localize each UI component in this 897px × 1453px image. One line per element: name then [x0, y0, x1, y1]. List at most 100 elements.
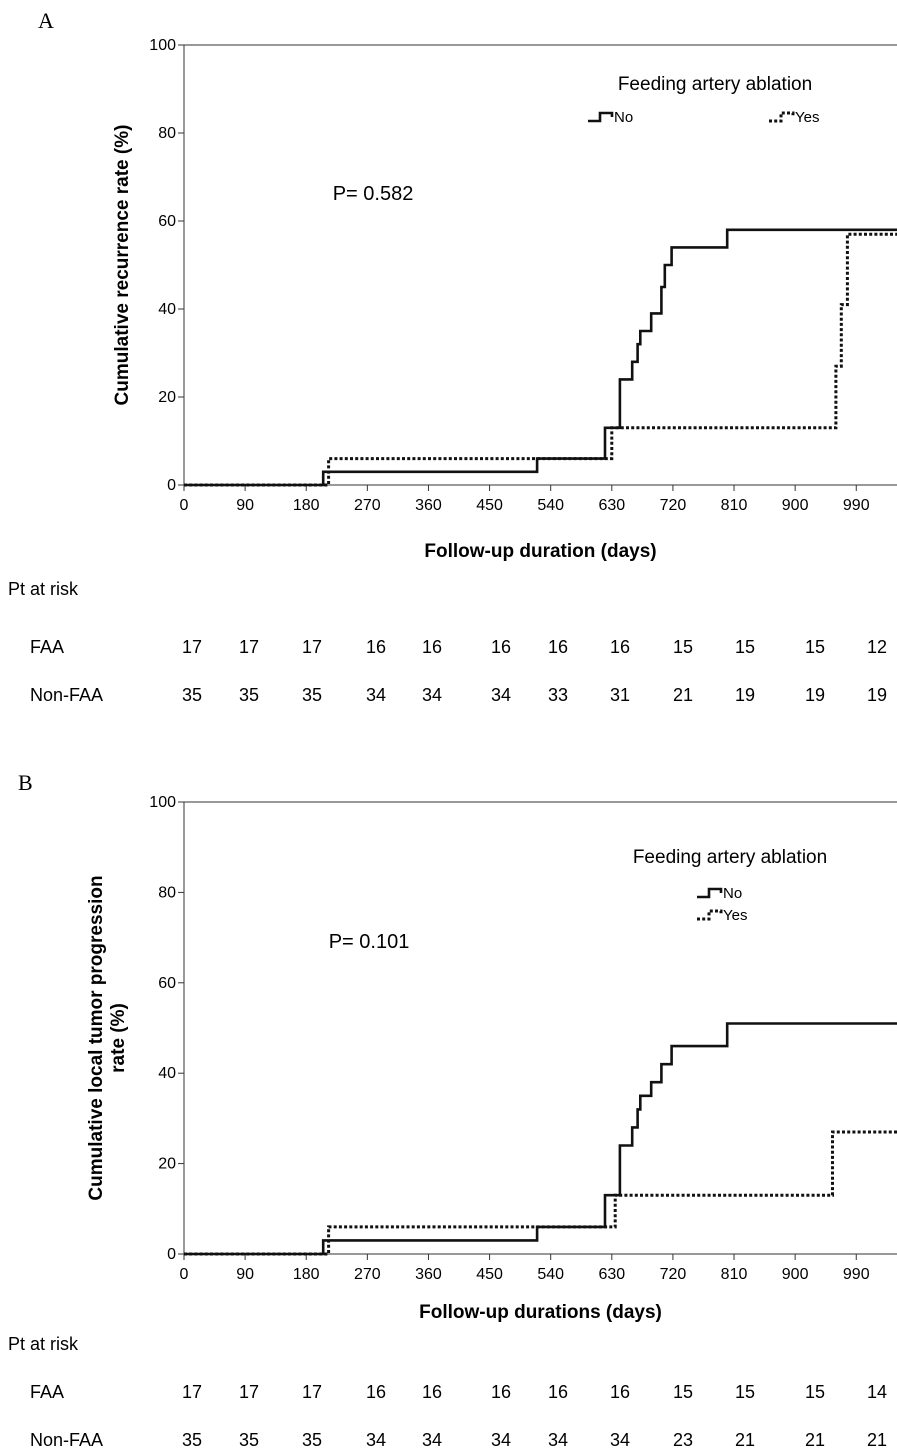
- y-tick-label: 100: [149, 794, 176, 811]
- y-axis-title: Cumulative recurrence rate (%): [112, 125, 133, 406]
- risk-value: 12: [867, 637, 887, 657]
- risk-value: 16: [610, 637, 630, 657]
- risk-value: 35: [239, 685, 259, 705]
- legend-symbol-no: [588, 111, 614, 123]
- risk-value: 19: [735, 685, 755, 705]
- risk-value: 23: [673, 1430, 693, 1450]
- x-tick-label: 720: [660, 1266, 687, 1283]
- risk-value: 34: [548, 1430, 568, 1450]
- x-tick-label: 990: [843, 497, 870, 514]
- legend-symbol-yes: [697, 909, 723, 921]
- x-tick-label: 900: [782, 497, 809, 514]
- legend-label-no: No: [614, 109, 633, 126]
- y-tick-label: 80: [158, 884, 176, 901]
- series-line-yes: [184, 232, 897, 487]
- risk-value: 16: [422, 1382, 442, 1402]
- panel-letter: B: [18, 770, 33, 795]
- x-tick-label: 270: [354, 497, 381, 514]
- risk-value: 34: [422, 1430, 442, 1450]
- risk-value: 17: [182, 1382, 202, 1402]
- risk-value: 21: [805, 1430, 825, 1450]
- risk-value: 34: [491, 685, 511, 705]
- series-line-no: [184, 228, 897, 487]
- risk-row-label: FAA: [30, 1382, 64, 1402]
- risk-row-label: Non-FAA: [30, 1430, 103, 1450]
- risk-value: 15: [673, 1382, 693, 1402]
- risk-value: 34: [610, 1430, 630, 1450]
- risk-row-label: Non-FAA: [30, 685, 103, 705]
- x-tick-label: 360: [415, 497, 442, 514]
- x-tick-label: 270: [354, 1266, 381, 1283]
- y-tick-label: 0: [167, 1246, 176, 1263]
- y-tick-label: 100: [149, 37, 176, 54]
- y-axis-title: Cumulative local tumor progressionrate (…: [86, 875, 129, 1200]
- risk-value: 16: [491, 637, 511, 657]
- risk-value: 17: [239, 1382, 259, 1402]
- x-tick-label: 810: [721, 497, 748, 514]
- x-tick-label: 0: [180, 497, 189, 514]
- risk-value: 21: [867, 1430, 887, 1450]
- y-tick-label: 40: [158, 1065, 176, 1082]
- x-tick-label: 540: [537, 1266, 564, 1283]
- risk-table-title: Pt at risk: [8, 579, 79, 599]
- risk-value: 35: [302, 1430, 322, 1450]
- series-line-no: [184, 1022, 897, 1256]
- risk-value: 16: [366, 1382, 386, 1402]
- x-tick-label: 180: [293, 497, 320, 514]
- risk-value: 16: [610, 1382, 630, 1402]
- risk-value: 33: [548, 685, 568, 705]
- risk-value: 15: [673, 637, 693, 657]
- y-axis-title-line: rate (%): [108, 1003, 129, 1073]
- y-tick-label: 60: [158, 213, 176, 230]
- risk-value: 15: [735, 637, 755, 657]
- x-axis-title: Follow-up duration (days): [424, 541, 656, 562]
- risk-value: 34: [422, 685, 442, 705]
- legend-title: Feeding artery ablation: [633, 847, 827, 868]
- x-tick-label: 90: [236, 497, 254, 514]
- legend-label-no: No: [723, 885, 742, 902]
- risk-value: 16: [366, 637, 386, 657]
- x-tick-label: 0: [180, 1266, 189, 1283]
- risk-value: 19: [867, 685, 887, 705]
- y-tick-label: 40: [158, 301, 176, 318]
- risk-table-title: Pt at risk: [8, 1334, 79, 1354]
- y-axis-title-line: Cumulative local tumor progression: [86, 875, 107, 1200]
- chart-panel-b: B 0 20 40 60 80 100 0 90 180 270 360 450 540 630 720 810…: [8, 770, 897, 1450]
- chart-panel-a: A 0 20 40 60 80 100 0 90 180 270 360 450 540 630 720 810…: [8, 8, 897, 705]
- x-tick-label: 180: [293, 1266, 320, 1283]
- y-tick-label: 60: [158, 975, 176, 992]
- risk-value: 17: [239, 637, 259, 657]
- x-tick-label: 450: [476, 497, 503, 514]
- risk-value: 17: [302, 637, 322, 657]
- risk-value: 34: [491, 1430, 511, 1450]
- risk-value: 34: [366, 685, 386, 705]
- risk-value: 19: [805, 685, 825, 705]
- risk-value: 17: [302, 1382, 322, 1402]
- risk-value: 16: [422, 637, 442, 657]
- x-tick-label: 900: [782, 1266, 809, 1283]
- y-tick-label: 80: [158, 125, 176, 142]
- risk-value: 15: [805, 1382, 825, 1402]
- risk-value: 35: [239, 1430, 259, 1450]
- risk-value: 16: [548, 1382, 568, 1402]
- y-tick-label: 20: [158, 1156, 176, 1173]
- x-tick-label: 360: [415, 1266, 442, 1283]
- risk-value: 35: [182, 1430, 202, 1450]
- series-line-yes: [184, 1130, 897, 1256]
- risk-value: 21: [673, 685, 693, 705]
- risk-value: 21: [735, 1430, 755, 1450]
- risk-value: 35: [302, 685, 322, 705]
- risk-row-label: FAA: [30, 637, 64, 657]
- legend-label-yes: Yes: [795, 109, 819, 126]
- legend-symbol-no: [697, 887, 723, 899]
- y-tick-label: 0: [167, 477, 176, 494]
- risk-value: 34: [366, 1430, 386, 1450]
- risk-value: 16: [491, 1382, 511, 1402]
- x-tick-label: 810: [721, 1266, 748, 1283]
- p-value: P= 0.101: [329, 931, 410, 953]
- x-tick-label: 450: [476, 1266, 503, 1283]
- x-tick-label: 990: [843, 1266, 870, 1283]
- y-tick-label: 20: [158, 389, 176, 406]
- risk-value: 14: [867, 1382, 887, 1402]
- panel-letter: A: [38, 8, 54, 33]
